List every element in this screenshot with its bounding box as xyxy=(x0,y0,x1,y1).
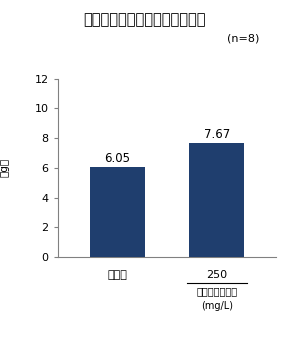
Text: 6.05: 6.05 xyxy=(104,152,130,165)
Text: 低分子量キチンの効果確認結果: 低分子量キチンの効果確認結果 xyxy=(83,12,205,27)
Text: (mg/L): (mg/L) xyxy=(201,301,233,311)
Text: 根部生体重
（g）: 根部生体重 （g） xyxy=(0,152,9,183)
Text: 無処理: 無処理 xyxy=(107,270,127,280)
Text: 低分子量キチン: 低分子量キチン xyxy=(196,286,237,297)
Bar xyxy=(90,167,145,257)
Text: 7.67: 7.67 xyxy=(204,128,230,141)
Bar xyxy=(190,143,244,257)
Text: 250: 250 xyxy=(206,270,227,280)
Text: (n=8): (n=8) xyxy=(227,34,259,44)
